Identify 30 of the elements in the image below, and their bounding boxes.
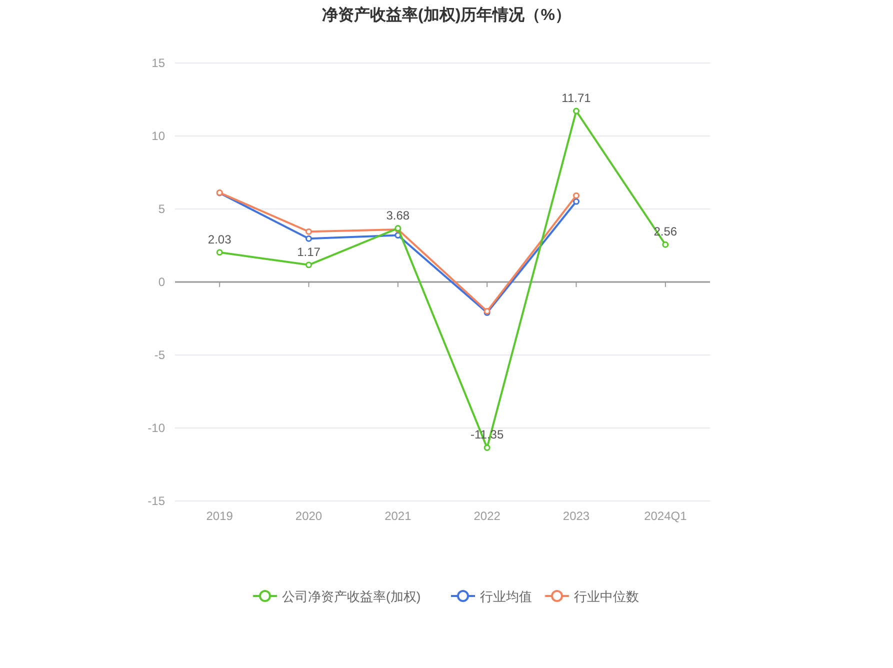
point bbox=[306, 262, 312, 268]
x-tick-label: 2019 bbox=[206, 509, 234, 523]
y-tick-label: 15 bbox=[152, 56, 166, 70]
x-tick-label: 2020 bbox=[295, 509, 322, 523]
y-tick-label: -10 bbox=[148, 421, 166, 435]
legend-label: 行业均值 bbox=[480, 589, 532, 604]
y-tick-label: 5 bbox=[158, 202, 166, 216]
point bbox=[573, 108, 580, 114]
point bbox=[306, 235, 312, 242]
point bbox=[484, 444, 490, 451]
data-label: 11.71 bbox=[562, 91, 592, 106]
y-tick-label: 0 bbox=[158, 275, 166, 289]
data-label: 2.03 bbox=[208, 232, 232, 246]
legend-label: 公司净资产收益率(加权) bbox=[282, 589, 421, 604]
y-tick-label: 10 bbox=[152, 129, 166, 143]
x-tick-label: 2023 bbox=[562, 509, 590, 523]
point bbox=[216, 249, 223, 256]
x-tick-label: 2022 bbox=[474, 509, 501, 523]
point bbox=[306, 228, 312, 235]
point bbox=[573, 198, 580, 205]
chart-title: 净资产收益率(加权)历年情况（%） bbox=[322, 5, 571, 24]
x-tick-label: 2024Q1 bbox=[644, 509, 688, 523]
data-label: 1.17 bbox=[297, 244, 321, 259]
data-label: 3.68 bbox=[386, 208, 410, 222]
x-tick-label: 2021 bbox=[384, 509, 412, 523]
legend-label: 行业中位数 bbox=[574, 589, 639, 604]
point bbox=[573, 192, 580, 199]
point bbox=[662, 241, 669, 248]
y-tick-label: -5 bbox=[154, 348, 166, 362]
y-tick-label: -15 bbox=[148, 494, 166, 508]
